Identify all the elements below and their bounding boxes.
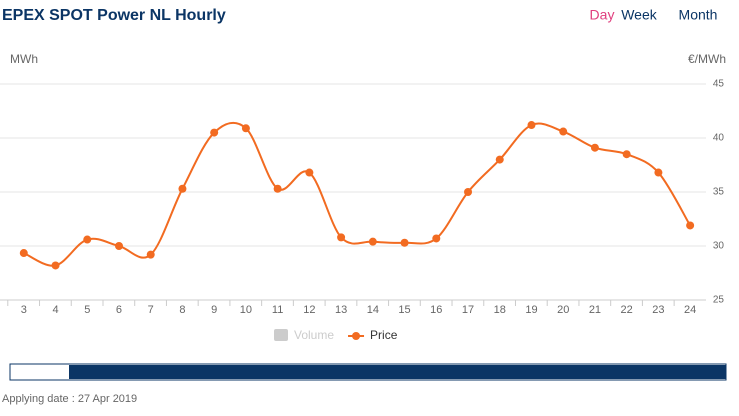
price-point	[146, 250, 155, 259]
x-tick-label: 24	[684, 304, 696, 316]
x-tick-label: 14	[367, 304, 379, 316]
price-point	[114, 242, 123, 250]
price-point	[241, 124, 250, 133]
widget-title: EPEX SPOT Power NL Hourly	[2, 7, 226, 24]
price-point	[273, 184, 282, 193]
price-point	[400, 238, 409, 247]
tab[interactable]: Day	[590, 7, 615, 23]
price-point	[178, 184, 187, 193]
x-tick-label: 19	[525, 304, 537, 316]
x-tick-label: 8	[179, 304, 185, 316]
legend-dot[interactable]	[352, 332, 361, 340]
price-point	[686, 221, 695, 230]
x-tick-label: 22	[621, 304, 633, 316]
x-tick-label: 17	[462, 304, 474, 316]
y-tick-label: 40	[713, 133, 725, 144]
x-tick-label: 20	[557, 304, 569, 316]
price-point	[337, 233, 346, 242]
price-point	[559, 127, 568, 136]
y-tick-label: 30	[713, 241, 725, 252]
x-tick-label: 7	[148, 304, 154, 316]
price-point	[495, 155, 504, 164]
price-point	[83, 235, 92, 244]
price-point	[51, 261, 60, 270]
price-point	[527, 121, 536, 130]
x-tick-label: 5	[84, 304, 90, 316]
x-tick-label: 10	[240, 304, 252, 316]
x-tick-label: 15	[398, 304, 410, 316]
x-tick-label: 4	[52, 304, 58, 316]
price-point	[464, 188, 473, 196]
x-tick-label: 6	[116, 304, 122, 316]
price-point	[622, 150, 631, 159]
left-axis-label: MWh	[10, 52, 38, 66]
x-tick-label: 9	[211, 304, 217, 316]
legend-swatch[interactable]	[274, 329, 288, 341]
tab[interactable]: Month	[679, 7, 718, 23]
price-point	[305, 168, 314, 177]
tab[interactable]: Week	[621, 7, 658, 23]
x-tick-label: 23	[652, 304, 664, 316]
y-tick-label: 45	[713, 79, 725, 90]
legend-label[interactable]: Price	[370, 328, 398, 342]
right-axis-label: €/MWh	[688, 52, 726, 66]
x-tick-label: 18	[494, 304, 506, 316]
navigator-selection[interactable]	[69, 365, 726, 379]
x-tick-label: 3	[21, 304, 27, 316]
price-point	[654, 168, 663, 177]
price-point	[210, 128, 219, 137]
y-tick-label: 25	[713, 295, 725, 306]
x-tick-label: 21	[589, 304, 601, 316]
price-point	[590, 143, 599, 152]
x-tick-label: 13	[335, 304, 347, 316]
x-tick-label: 11	[272, 304, 283, 316]
price-point	[432, 234, 441, 243]
legend-label[interactable]: Volume	[294, 328, 334, 342]
footer: Applying date : 27 Apr 2019	[2, 393, 137, 405]
x-tick-label: 16	[430, 304, 442, 316]
price-line	[23, 121, 691, 267]
x-tick-label: 12	[303, 304, 315, 316]
y-tick-label: 35	[713, 187, 725, 198]
price-point	[19, 249, 28, 258]
price-point	[368, 237, 377, 246]
